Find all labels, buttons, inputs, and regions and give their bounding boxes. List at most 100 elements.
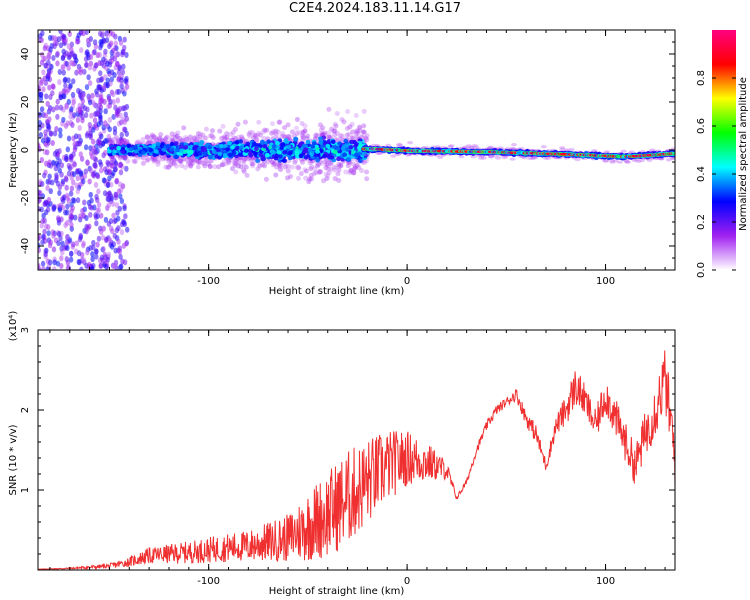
spectrogram-cell xyxy=(96,84,101,91)
spectrogram-cell xyxy=(41,86,46,93)
spectrogram-cell xyxy=(335,131,341,137)
spectrogram-cell xyxy=(43,199,48,206)
spectrogram-cell xyxy=(113,33,118,40)
spectrogram-cell xyxy=(315,149,320,154)
spectrogram-cell xyxy=(65,120,70,127)
spectrogram-cell xyxy=(48,239,53,246)
spectrogram-cell xyxy=(49,179,55,186)
spectrogram-cell xyxy=(217,151,223,156)
spectrogram-cell xyxy=(289,164,295,170)
spectrogram-cell xyxy=(116,145,122,151)
spectrogram-cell xyxy=(151,158,157,164)
spectrogram-cell xyxy=(324,162,330,168)
spectrogram-cell xyxy=(294,148,300,154)
spectrogram-cell xyxy=(120,69,126,76)
spectrogram-cell xyxy=(221,134,227,140)
spectrogram-cell xyxy=(110,200,116,207)
spectrogram-cell xyxy=(39,206,44,213)
spectrogram-cell xyxy=(177,158,183,164)
spectrogram-cell xyxy=(56,230,62,237)
spectrogram-cell xyxy=(55,180,61,187)
spectrogram-cell xyxy=(116,76,121,83)
spectrogram-cell xyxy=(157,135,163,141)
spectrogram-cell xyxy=(195,159,201,165)
spectrogram-cell xyxy=(318,169,324,175)
spectrogram-cell xyxy=(120,154,126,160)
spectrogram-cell xyxy=(123,77,128,84)
spectrogram-cell xyxy=(262,127,268,133)
spectrogram-cell xyxy=(220,162,226,168)
chart-title: C2E4.2024.183.11.14.G17 xyxy=(288,1,462,16)
spectrogram-cell xyxy=(151,157,157,163)
spectrogram-cell xyxy=(197,151,203,156)
spectrogram-cell xyxy=(81,178,86,185)
spectrogram-cell xyxy=(543,156,550,160)
spectrogram-cell xyxy=(326,170,332,176)
spectrogram-cell xyxy=(54,126,59,133)
spectrogram-cell xyxy=(338,133,344,139)
spectrogram-cell xyxy=(90,138,96,145)
spectrogram-cell xyxy=(61,69,66,76)
spectrogram-cell xyxy=(119,131,125,138)
spectrogram-cell xyxy=(81,240,86,247)
spectrogram-cell xyxy=(96,201,102,208)
spectrogram-cell xyxy=(339,133,345,139)
spectrogram-cell xyxy=(170,137,176,143)
spectrogram-cell xyxy=(350,135,356,141)
spectrogram-cell xyxy=(112,262,118,269)
spectrogram-cell xyxy=(242,119,248,125)
spectrogram-cell xyxy=(104,169,109,176)
spectrogram-cell xyxy=(63,175,69,182)
spectrogram-cell xyxy=(358,134,364,140)
spectrogram-cell xyxy=(232,163,238,169)
spectrogram-cell xyxy=(316,169,322,175)
spectrogram-cell xyxy=(94,220,99,227)
spectrogram-cell xyxy=(198,131,204,137)
spectrogram-cell xyxy=(123,154,129,160)
spectrogram-cell xyxy=(308,166,314,172)
spectrogram-cell xyxy=(70,91,76,98)
spectrogram-cell xyxy=(121,63,126,70)
spectrogram-cell xyxy=(73,133,79,140)
spectrogram-cell xyxy=(325,143,331,149)
spectrogram-cell xyxy=(119,198,125,205)
spectrogram-cell xyxy=(78,213,83,220)
spectrogram-cell xyxy=(326,106,332,112)
spectrogram-cell xyxy=(151,134,157,140)
spectrogram-cell xyxy=(344,132,350,138)
spectrogram-cell xyxy=(42,45,48,52)
spectrogram-cell xyxy=(328,166,334,172)
spectrogram-cell xyxy=(346,131,352,137)
spectrogram-cell xyxy=(119,79,124,86)
spectrogram-cell xyxy=(107,149,112,154)
spectrogram-cell xyxy=(166,158,172,164)
spectrogram-cell xyxy=(45,100,50,107)
spectrogram-cell xyxy=(155,157,161,163)
spectrogram-cell xyxy=(540,145,547,149)
spectrogram-cell xyxy=(71,78,76,85)
spectrogram-cell xyxy=(183,134,189,140)
spectrogram-cell xyxy=(64,50,69,57)
spectrogram-cell xyxy=(312,133,318,139)
spectrogram-cell xyxy=(98,76,104,83)
spectrogram-cell xyxy=(241,162,247,168)
spectrogram-cell xyxy=(177,136,183,142)
spectrogram-cell xyxy=(48,94,53,101)
spectrogram-cell xyxy=(124,165,129,172)
spectrogram-cell xyxy=(188,159,194,165)
spectrogram-cell xyxy=(76,259,81,266)
spectrogram-cell xyxy=(115,108,120,115)
spectrogram-cell xyxy=(333,164,339,170)
spectrogram-cell xyxy=(69,250,74,257)
spectrogram-cell xyxy=(335,171,341,177)
spectrogram-cell xyxy=(103,120,108,127)
spectrogram-cell xyxy=(263,176,269,182)
spectrogram-cell xyxy=(57,79,62,86)
spectrogram-cell xyxy=(275,129,281,135)
spectrogram-cell xyxy=(89,112,94,119)
spectrogram-cell xyxy=(293,136,299,141)
spectrogram-cell xyxy=(173,132,179,138)
spectrogram-cell xyxy=(90,153,95,160)
spectrogram-cell xyxy=(119,140,125,146)
spectrogram-cell xyxy=(47,84,52,91)
